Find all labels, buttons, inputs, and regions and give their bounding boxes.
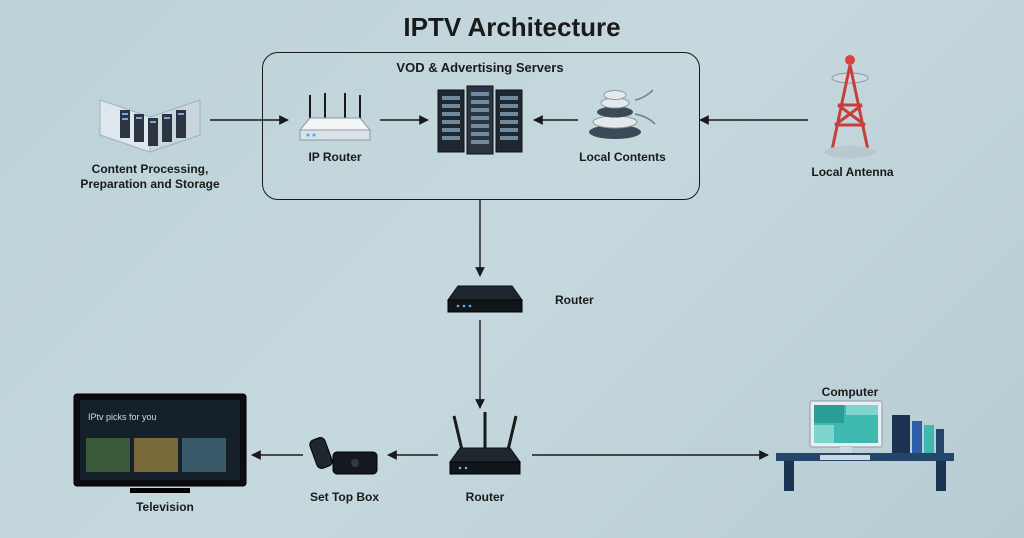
- datacenter-icon: [90, 80, 210, 155]
- ip-router-label: IP Router: [300, 150, 370, 165]
- computer-desk-icon: [770, 395, 960, 495]
- server-stack-icon: [430, 82, 530, 160]
- diagram-canvas: IPTV Architecture VOD & Advertising Serv…: [0, 0, 1024, 538]
- local-contents-label: Local Contents: [575, 150, 670, 165]
- router-mid-label: Router: [555, 293, 615, 308]
- vod-group-title: VOD & Advertising Servers: [262, 60, 698, 75]
- antenna-tower-icon: [810, 50, 890, 160]
- content-processing-label: Content Processing,Preparation and Stora…: [55, 162, 245, 192]
- router-antenna-dark-icon: [440, 410, 530, 480]
- television-label: Television: [125, 500, 205, 515]
- svg-text:IPtv picks for you: IPtv picks for you: [88, 412, 157, 422]
- computer-label: Computer: [810, 385, 890, 400]
- settop-label: Set Top Box: [302, 490, 387, 505]
- content-stack-icon: [580, 82, 660, 142]
- diagram-title: IPTV Architecture: [0, 12, 1024, 43]
- television-icon: IPtv picks for you: [70, 390, 250, 495]
- flat-router-icon: [440, 278, 530, 318]
- settop-box-icon: [305, 430, 385, 480]
- router-antenna-icon: [290, 90, 380, 145]
- local-antenna-label: Local Antenna: [805, 165, 900, 180]
- router-bottom-label: Router: [455, 490, 515, 505]
